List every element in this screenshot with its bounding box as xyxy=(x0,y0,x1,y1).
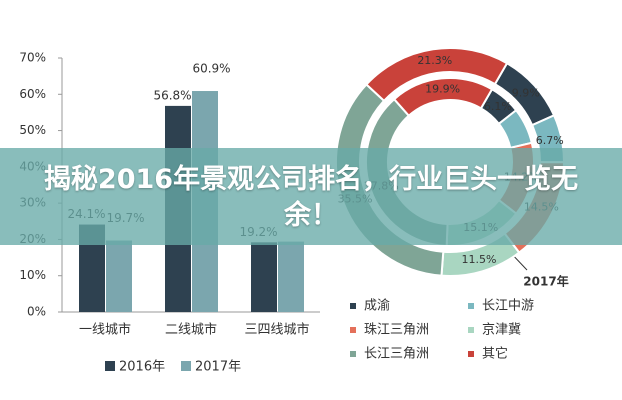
legend-swatch xyxy=(350,303,356,309)
value-label: 6.1% xyxy=(484,100,512,113)
y-tick-label: 0% xyxy=(27,305,46,319)
legend-swatch xyxy=(350,327,356,333)
overlay-band xyxy=(0,148,622,245)
legend-label: 长江三角洲 xyxy=(364,347,429,362)
legend-label: 2017年 xyxy=(195,360,241,375)
donut-segment xyxy=(392,77,494,118)
y-tick-label: 10% xyxy=(19,268,46,282)
legend-label: 珠江三角洲 xyxy=(364,323,429,338)
legend-swatch xyxy=(105,361,115,371)
value-label: 11.5% xyxy=(462,253,497,266)
value-label: 19.9% xyxy=(425,82,460,95)
legend-label: 成渝 xyxy=(364,298,390,314)
bar xyxy=(251,242,277,312)
legend-swatch xyxy=(468,351,474,357)
bar xyxy=(106,240,132,312)
ring-label: 2017年 xyxy=(523,274,568,289)
legend-label: 长江中游 xyxy=(482,299,534,314)
legend-label: 2016年 xyxy=(119,360,165,375)
value-label: 60.9% xyxy=(192,62,230,76)
x-tick-label: 一线城市 xyxy=(79,322,131,338)
value-label: 6.7% xyxy=(536,134,564,147)
legend-swatch xyxy=(181,361,191,371)
x-tick-label: 三四线城市 xyxy=(244,322,309,338)
legend-swatch xyxy=(468,303,474,309)
y-tick-label: 70% xyxy=(19,51,46,65)
y-tick-label: 60% xyxy=(19,87,46,101)
headline: 揭秘2016年景观公司排名，行业巨头一览无余！ xyxy=(43,164,579,231)
legend-label: 京津冀 xyxy=(482,322,521,338)
donut-segment xyxy=(365,47,509,103)
value-label: 21.3% xyxy=(417,54,452,67)
y-tick-label: 50% xyxy=(19,123,46,137)
bar xyxy=(278,241,304,312)
x-tick-label: 二线城市 xyxy=(165,322,217,338)
value-label: 56.8% xyxy=(153,88,191,102)
value-label: 9.9% xyxy=(512,87,540,100)
legend-swatch xyxy=(350,351,356,357)
legend-label: 其它 xyxy=(482,346,508,362)
legend-swatch xyxy=(468,327,474,333)
